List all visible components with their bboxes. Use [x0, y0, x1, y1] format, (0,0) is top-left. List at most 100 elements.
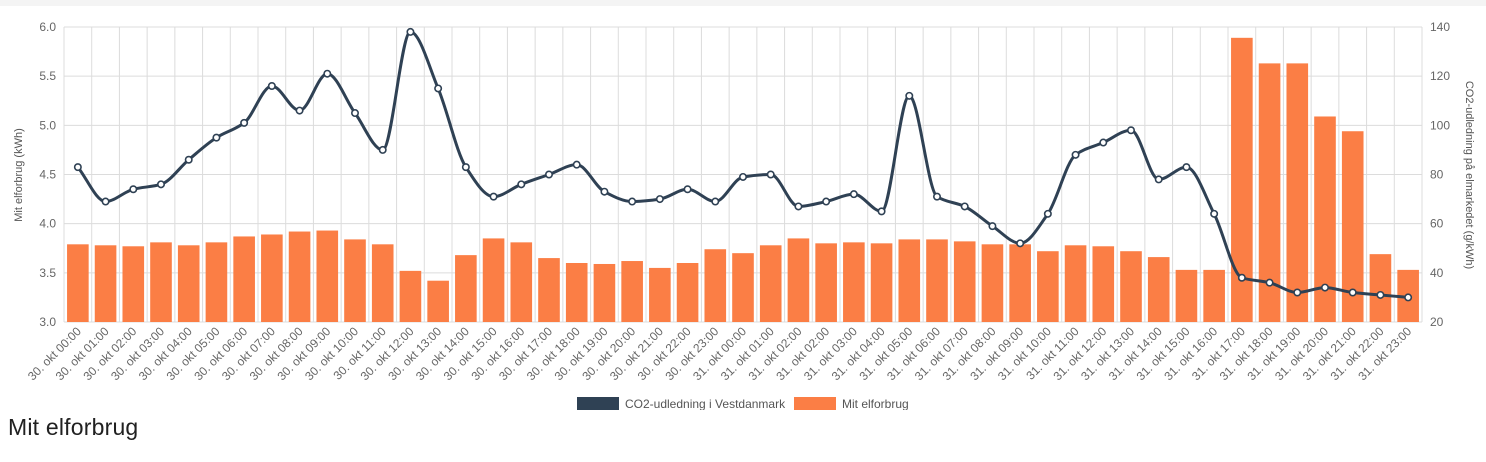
bar[interactable]: [843, 242, 865, 322]
co2-point[interactable]: [406, 27, 415, 36]
bar[interactable]: [1231, 37, 1253, 323]
bar[interactable]: [371, 244, 394, 322]
bar[interactable]: [981, 244, 1004, 322]
co2-point[interactable]: [240, 118, 249, 127]
co2-point[interactable]: [1043, 209, 1052, 218]
co2-point[interactable]: [1154, 175, 1163, 184]
co2-point[interactable]: [1293, 288, 1302, 297]
bar[interactable]: [316, 230, 339, 322]
co2-point[interactable]: [101, 197, 110, 206]
bar[interactable]: [787, 238, 810, 322]
co2-point[interactable]: [434, 84, 443, 93]
bar[interactable]: [704, 249, 727, 322]
co2-point[interactable]: [544, 170, 553, 179]
bar[interactable]: [1120, 251, 1142, 322]
bar[interactable]: [67, 244, 89, 322]
co2-point[interactable]: [794, 202, 803, 211]
bar[interactable]: [261, 234, 283, 322]
co2-point[interactable]: [932, 192, 941, 201]
bar[interactable]: [676, 263, 699, 322]
bar[interactable]: [898, 239, 921, 322]
bar[interactable]: [1064, 245, 1087, 322]
co2-point[interactable]: [960, 202, 969, 211]
bar[interactable]: [621, 261, 643, 322]
bar[interactable]: [953, 241, 976, 322]
bar[interactable]: [288, 231, 311, 322]
co2-point[interactable]: [489, 192, 498, 201]
bar[interactable]: [565, 263, 588, 322]
bar[interactable]: [427, 280, 449, 322]
bar[interactable]: [205, 242, 228, 322]
bar[interactable]: [233, 236, 255, 322]
co2-point[interactable]: [323, 69, 332, 78]
bar[interactable]: [150, 242, 172, 322]
bar[interactable]: [1037, 251, 1059, 322]
co2-point[interactable]: [766, 170, 775, 179]
co2-point[interactable]: [184, 155, 193, 164]
bar[interactable]: [926, 239, 948, 322]
co2-point[interactable]: [877, 207, 886, 216]
bar[interactable]: [510, 242, 533, 322]
co2-point[interactable]: [988, 222, 997, 231]
co2-point[interactable]: [1237, 273, 1246, 282]
bar[interactable]: [455, 255, 477, 322]
co2-point[interactable]: [1321, 283, 1330, 292]
bar[interactable]: [815, 243, 837, 322]
co2-point[interactable]: [1404, 293, 1413, 302]
bar[interactable]: [482, 238, 505, 322]
bar[interactable]: [1147, 257, 1170, 322]
bar[interactable]: [399, 270, 422, 322]
co2-point[interactable]: [738, 172, 747, 181]
bar[interactable]: [1258, 63, 1281, 323]
bar[interactable]: [344, 239, 366, 322]
co2-point[interactable]: [655, 195, 664, 204]
bar[interactable]: [1009, 244, 1031, 322]
bar[interactable]: [870, 243, 893, 322]
bar[interactable]: [1369, 254, 1392, 322]
co2-point[interactable]: [1265, 278, 1274, 287]
co2-point[interactable]: [1182, 163, 1191, 172]
co2-point[interactable]: [129, 185, 138, 194]
co2-point[interactable]: [350, 109, 359, 118]
co2-point[interactable]: [849, 190, 858, 199]
bar[interactable]: [1314, 116, 1336, 322]
co2-point[interactable]: [461, 163, 470, 172]
bar[interactable]: [538, 258, 560, 322]
bar[interactable]: [649, 267, 671, 322]
co2-point[interactable]: [378, 145, 387, 154]
co2-point[interactable]: [1071, 150, 1080, 159]
bar[interactable]: [593, 263, 616, 322]
co2-point[interactable]: [572, 160, 581, 169]
bar[interactable]: [1341, 131, 1364, 322]
co2-point[interactable]: [157, 180, 166, 189]
co2-point[interactable]: [73, 163, 82, 172]
legend-item-co2[interactable]: CO2-udledning i Vestdanmark: [577, 397, 786, 410]
co2-point[interactable]: [683, 185, 692, 194]
top-strip: [0, 0, 1486, 6]
co2-point[interactable]: [517, 180, 526, 189]
bar[interactable]: [1175, 269, 1198, 322]
co2-point[interactable]: [905, 91, 914, 100]
co2-point[interactable]: [600, 187, 609, 196]
bar[interactable]: [177, 245, 200, 322]
co2-point[interactable]: [1099, 138, 1108, 147]
co2-point[interactable]: [711, 197, 720, 206]
bar[interactable]: [732, 253, 754, 322]
bar[interactable]: [94, 245, 117, 322]
bar[interactable]: [1203, 269, 1225, 322]
co2-point[interactable]: [1210, 209, 1219, 218]
co2-point[interactable]: [628, 197, 637, 206]
co2-point[interactable]: [1127, 126, 1136, 135]
co2-point[interactable]: [1348, 288, 1357, 297]
bar[interactable]: [1092, 246, 1115, 322]
bar[interactable]: [122, 246, 145, 322]
bar[interactable]: [759, 245, 782, 322]
co2-point[interactable]: [267, 82, 276, 91]
co2-point[interactable]: [295, 106, 304, 115]
co2-point[interactable]: [822, 197, 831, 206]
co2-point[interactable]: [1016, 239, 1025, 248]
co2-point[interactable]: [1376, 290, 1385, 299]
bar[interactable]: [1286, 63, 1309, 323]
co2-point[interactable]: [212, 133, 221, 142]
legend-item-consumption[interactable]: Mit elforbrug: [794, 397, 909, 410]
